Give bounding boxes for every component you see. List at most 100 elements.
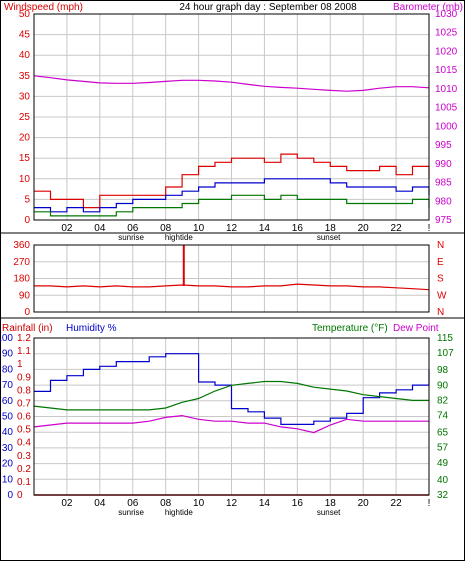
humidity-tick-label: 20 xyxy=(2,459,14,470)
x-tick-label: 16 xyxy=(292,223,304,234)
temp-tick-label: 32 xyxy=(437,490,449,501)
baro-tick-label: 1000 xyxy=(435,121,458,132)
baro-tick-label: 1030 xyxy=(435,9,458,20)
wind-tick-label: 40 xyxy=(19,50,31,61)
series-dewpoint xyxy=(33,414,429,434)
plot-area-3 xyxy=(33,337,430,496)
humidity-tick-label: 30 xyxy=(2,443,14,454)
x-tick-label: 18 xyxy=(325,223,337,234)
baro-tick-label: 990 xyxy=(435,159,452,170)
rain-tick-label: 0.4 xyxy=(17,438,31,449)
dewpoint-axis-title: Dew Point xyxy=(393,323,439,334)
x-tick-label: 08 xyxy=(160,223,172,234)
labels-layer: 0510152025303540455097598098599099510001… xyxy=(0,9,458,517)
plot-area-2 xyxy=(33,244,430,313)
baro-tick-label: 980 xyxy=(435,196,452,207)
temp-tick-label: 49 xyxy=(437,458,449,469)
x-tick-label: 08 xyxy=(160,498,172,509)
series-avg xyxy=(34,194,430,217)
rain-tick-label: 0.9 xyxy=(17,372,31,383)
windspeed-axis-title: Windspeed (mph) xyxy=(4,2,83,13)
wind-tick-label: 10 xyxy=(19,174,31,185)
axes-layer xyxy=(0,13,465,496)
rain-tick-label: 1.2 xyxy=(17,333,31,344)
x-tick-label: 14 xyxy=(259,223,271,234)
plot-area-1 xyxy=(33,13,430,221)
hightide-label: hightide xyxy=(165,233,194,242)
series-direction xyxy=(34,283,430,291)
x-tick-label: 10 xyxy=(193,498,205,509)
wind-tick-label: 45 xyxy=(19,30,31,41)
compass-tick-label: N xyxy=(437,307,444,318)
temp-tick-label: 74 xyxy=(437,411,449,422)
x-tick-label: 22 xyxy=(391,223,403,234)
wind-tick-label: 35 xyxy=(19,71,31,82)
humidity-tick-label: 0 xyxy=(7,490,13,501)
sunset-label: sunset xyxy=(317,233,341,242)
series-temperature xyxy=(33,380,429,411)
x-tick-label: 04 xyxy=(94,498,106,509)
x-tick-label: 06 xyxy=(127,498,139,509)
rain-tick-label: 0.2 xyxy=(17,464,31,475)
baro-tick-label: 1010 xyxy=(435,84,458,95)
humidity-tick-label: 100 xyxy=(0,333,13,344)
temperature-axis-title: Temperature (°F) xyxy=(312,323,388,334)
baro-tick-label: 1005 xyxy=(435,103,458,114)
temp-tick-label: 90 xyxy=(437,380,449,391)
x-tick-label: 10 xyxy=(193,223,205,234)
dir-tick-label: 270 xyxy=(13,257,30,268)
x-tick-label: 06 xyxy=(127,223,139,234)
dir-tick-label: 180 xyxy=(13,274,30,285)
compass-tick-label: S xyxy=(437,274,444,285)
dir-tick-label: 360 xyxy=(13,240,30,251)
x-tick-label: 16 xyxy=(292,498,304,509)
x-tick-label: 04 xyxy=(94,223,106,234)
wind-tick-label: 30 xyxy=(19,91,31,102)
x-tick-label: ! xyxy=(428,223,431,234)
hightide-label: hightide xyxy=(165,508,194,517)
dir-tick-label: 90 xyxy=(19,290,31,301)
rain-tick-label: 1 xyxy=(17,359,23,370)
rain-tick-label: 0.5 xyxy=(17,425,31,436)
x-tick-label: 14 xyxy=(259,498,271,509)
x-tick-label: 20 xyxy=(358,223,370,234)
baro-tick-label: 1025 xyxy=(435,28,458,39)
series-wind xyxy=(34,153,430,209)
humidity-tick-label: 60 xyxy=(2,396,14,407)
humidity-tick-label: 50 xyxy=(2,412,14,423)
series-baro xyxy=(33,75,430,92)
x-tick-label: ! xyxy=(428,498,431,509)
series-gust xyxy=(34,178,430,213)
baro-tick-label: 985 xyxy=(435,178,452,189)
rain-tick-label: 0.1 xyxy=(17,477,31,488)
temp-tick-label: 57 xyxy=(437,443,449,454)
wind-tick-label: 5 xyxy=(24,194,30,205)
temp-tick-label: 82 xyxy=(437,395,449,406)
humidity-tick-label: 80 xyxy=(2,364,14,375)
x-tick-label: 22 xyxy=(391,498,403,509)
rain-tick-label: 0 xyxy=(17,490,23,501)
temp-tick-label: 115 xyxy=(437,333,453,344)
humidity-tick-label: 10 xyxy=(2,474,14,485)
humidity-axis-title: Humidity % xyxy=(66,323,117,334)
sunrise-label: sunrise xyxy=(118,508,144,517)
x-tick-label: 02 xyxy=(61,498,73,509)
barometer-axis-title: Barometer (mb) xyxy=(393,2,463,13)
humidity-tick-label: 70 xyxy=(2,380,14,391)
wind-tick-label: 15 xyxy=(19,153,31,164)
baro-tick-label: 1020 xyxy=(435,46,458,57)
baro-tick-label: 975 xyxy=(435,215,452,226)
rain-tick-label: 0.3 xyxy=(17,451,31,462)
temp-tick-label: 98 xyxy=(437,365,449,376)
x-tick-label: 12 xyxy=(226,498,238,509)
dir-tick-label: 0 xyxy=(24,307,30,318)
wind-tick-label: 50 xyxy=(19,9,31,20)
sunset-label: sunset xyxy=(317,508,341,517)
series-humidity xyxy=(34,353,430,425)
rain-tick-label: 0.8 xyxy=(17,385,31,396)
wind-tick-label: 25 xyxy=(19,112,31,123)
compass-tick-label: N xyxy=(437,240,444,251)
humidity-tick-label: 90 xyxy=(2,349,14,360)
